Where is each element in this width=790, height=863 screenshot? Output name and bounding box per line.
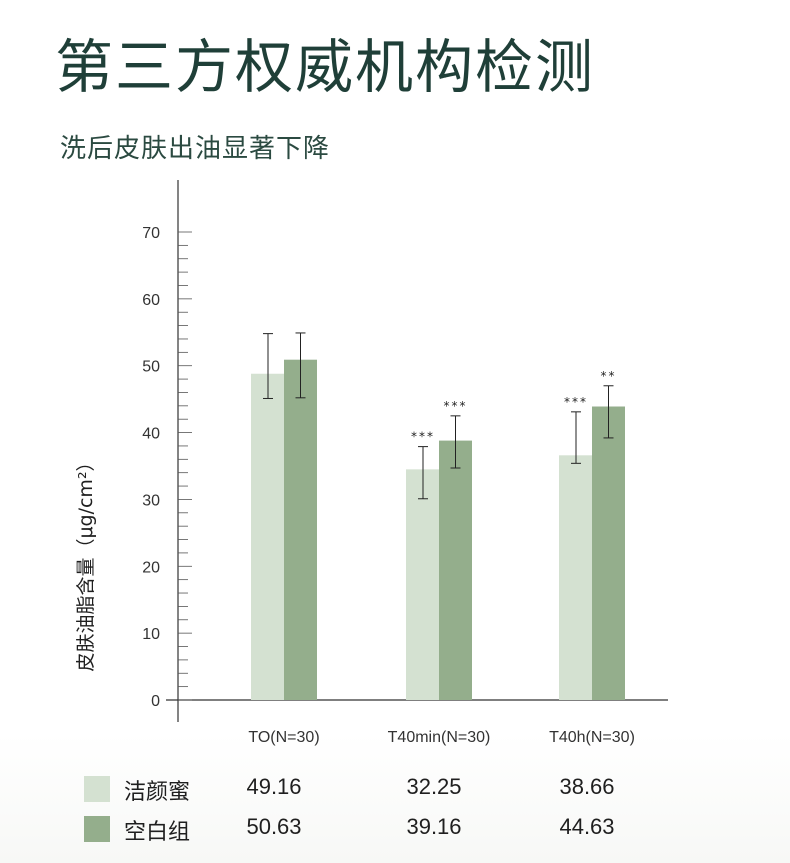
y-tick-label: 40 — [142, 426, 160, 443]
y-tick-label: 60 — [142, 292, 160, 309]
y-axis-label: 皮肤油脂含量（μg/cm²） — [75, 452, 97, 671]
significance-mark: *** — [564, 395, 588, 409]
table-row: 洁颜蜜 49.16 32.25 38.66 — [84, 772, 724, 812]
y-tick-label: 0 — [151, 693, 160, 710]
table-row: 空白组 50.63 39.16 44.63 — [84, 812, 724, 852]
bar — [592, 406, 625, 700]
x-tick-label: T40h(N=30) — [549, 729, 635, 746]
significance-mark: *** — [411, 430, 435, 444]
legend-swatch-light — [84, 776, 110, 802]
table-cell: 38.66 — [559, 774, 615, 799]
y-tick-label: 50 — [142, 359, 160, 376]
table-cell: 44.63 — [559, 814, 615, 839]
bar — [406, 469, 439, 700]
table-cell: 49.16 — [246, 774, 302, 799]
y-tick-label: 70 — [142, 225, 160, 242]
table-cell: 32.25 — [406, 774, 462, 799]
table-cell: 50.63 — [246, 814, 302, 839]
bar — [251, 373, 284, 700]
significance-mark: ** — [601, 369, 617, 383]
y-tick-label: 20 — [142, 559, 160, 576]
y-tick-label: 10 — [142, 626, 160, 643]
x-tick-label: T40min(N=30) — [388, 729, 491, 746]
bar — [284, 359, 317, 700]
chart-error-bars — [263, 332, 614, 500]
page-title: 第三方权威机构检测 — [55, 33, 596, 101]
x-tick-label: TO(N=30) — [248, 729, 319, 746]
chart-bars — [251, 359, 625, 700]
bar — [439, 440, 472, 700]
data-table: 洁颜蜜 49.16 32.25 38.66 空白组 50.63 39.16 44… — [84, 772, 724, 852]
y-tick-label: 30 — [142, 492, 160, 509]
legend-swatch-dark — [84, 816, 110, 842]
table-cell: 39.16 — [406, 814, 462, 839]
series-name: 洁颜蜜 — [124, 780, 191, 805]
series-name: 空白组 — [124, 820, 191, 845]
page-subtitle: 洗后皮肤出油显著下降 — [60, 134, 331, 164]
significance-mark: *** — [444, 399, 468, 413]
bar — [559, 455, 592, 700]
